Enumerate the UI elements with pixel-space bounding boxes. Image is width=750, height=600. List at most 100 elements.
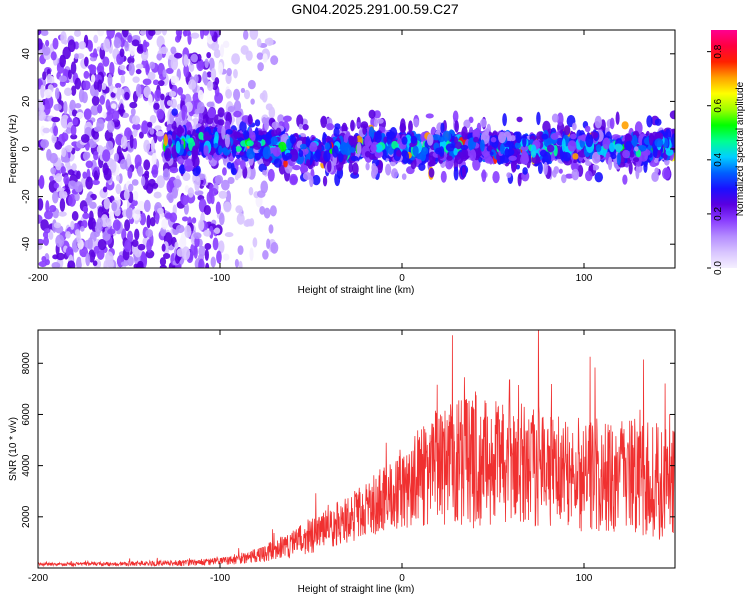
heatmap-cell <box>257 134 263 142</box>
heatmap-cell <box>483 152 491 162</box>
heatmap-cell <box>163 133 168 147</box>
heatmap-cell <box>120 74 126 84</box>
heatmap-cell <box>250 98 255 105</box>
heatmap-cell <box>62 157 71 163</box>
heatmap-cell <box>169 212 178 223</box>
heatmap-cell <box>84 56 89 67</box>
heatmap-cell <box>59 198 66 212</box>
heatmap-cell <box>253 141 262 150</box>
heatmap-cell <box>262 146 271 160</box>
heatmap-cell <box>134 154 142 168</box>
heatmap-cell <box>298 149 304 158</box>
heatmap-cell <box>54 140 63 150</box>
heatmap-cell <box>38 38 43 51</box>
heatmap-cell <box>183 158 193 172</box>
heatmap-cell <box>323 150 331 162</box>
heatmap-cell <box>44 95 54 110</box>
heatmap-cell <box>108 261 113 268</box>
heatmap-cell <box>204 242 212 250</box>
heatmap-cell <box>144 170 150 177</box>
heatmap-cell <box>74 103 82 109</box>
heatmap-cell <box>376 118 384 124</box>
heatmap-cell <box>113 152 119 162</box>
heatmap-cell <box>132 207 141 221</box>
heatmap-cell <box>58 211 67 217</box>
heatmap-cell <box>96 145 104 154</box>
heatmap-cell <box>453 136 459 144</box>
heatmap-cell <box>243 30 249 40</box>
heatmap-cell <box>156 108 165 120</box>
heatmap-cell <box>594 171 604 183</box>
heatmap-cell <box>190 32 200 39</box>
heatmap-cell <box>289 173 298 186</box>
heatmap-cell <box>309 141 318 153</box>
heatmap-cell <box>80 134 90 143</box>
colorbar-tick-label: 0.4 <box>713 152 724 166</box>
heatmap-cell <box>172 178 182 188</box>
heatmap-cell <box>340 142 348 155</box>
heatmap-cell <box>129 101 138 109</box>
heatmap-cell <box>145 64 150 73</box>
heatmap-cell <box>373 110 381 119</box>
heatmap-cell <box>153 102 160 110</box>
heatmap-cell <box>177 124 183 138</box>
heatmap-cell <box>427 161 435 167</box>
heatmap-cell <box>374 143 383 153</box>
heatmap-cell <box>261 90 268 103</box>
heatmap-cell <box>67 260 76 268</box>
heatmap-cell <box>143 139 151 153</box>
heatmap-cell <box>662 167 671 180</box>
heatmap-cell <box>269 205 277 217</box>
heatmap-cell <box>634 146 639 152</box>
heatmap-cell <box>541 133 549 140</box>
heatmap-cell <box>38 238 45 245</box>
heatmap-cell <box>382 149 387 161</box>
heatmap-cell <box>123 189 130 201</box>
heatmap-cell <box>502 113 507 127</box>
heatmap-cell <box>52 37 59 50</box>
heatmap-cell <box>148 30 156 37</box>
heatmap-cell <box>350 155 359 162</box>
heatmap-cell <box>214 77 220 86</box>
heatmap-cell <box>170 75 180 84</box>
heatmap-cell <box>137 200 146 212</box>
heatmap-cell <box>132 123 141 131</box>
heatmap-cell <box>175 140 181 154</box>
snr-series-line <box>38 330 675 568</box>
heatmap-cell <box>61 118 68 128</box>
heatmap-cell <box>585 160 592 166</box>
heatmap-cell <box>272 146 281 157</box>
heatmap-cell <box>149 114 157 124</box>
heatmap-cell <box>227 106 235 113</box>
heatmap-cell <box>252 237 258 248</box>
heatmap-cell <box>249 247 254 261</box>
heatmap-cell <box>563 125 571 136</box>
heatmap-cell <box>452 110 459 123</box>
heatmap-cell <box>74 30 81 37</box>
heatmap-cell <box>176 248 186 257</box>
heatmap-cell <box>171 108 178 116</box>
heatmap-cell <box>243 130 250 140</box>
heatmap-cell <box>266 238 271 250</box>
heatmap-cell <box>247 114 253 125</box>
heatmap-cell <box>237 245 244 255</box>
heatmap-cell <box>146 214 151 229</box>
heatmap-cell <box>43 210 53 220</box>
heatmap-cell <box>343 133 349 144</box>
heatmap-cell <box>522 135 527 148</box>
heatmap-cell <box>40 30 49 36</box>
heatmap-cell <box>161 30 168 36</box>
heatmap-cell <box>70 85 77 96</box>
heatmap-cell <box>665 148 674 156</box>
heatmap-cell <box>312 174 321 186</box>
heatmap-cell <box>243 89 251 100</box>
heatmap-cell <box>40 219 49 231</box>
heatmap-cell <box>158 79 165 87</box>
heatmap-cell <box>156 175 166 189</box>
heatmap-cell <box>61 147 67 158</box>
heatmap-cell <box>200 30 205 40</box>
heatmap-cell <box>322 131 327 145</box>
heatmap-cell <box>139 212 147 226</box>
heatmap-cell <box>498 131 507 144</box>
heatmap-cell <box>204 249 209 261</box>
